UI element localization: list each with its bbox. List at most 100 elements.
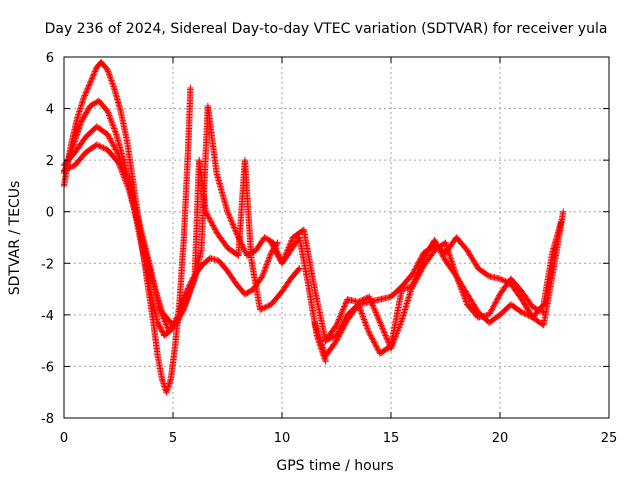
y-tick-label: -6 (41, 360, 54, 375)
data-point (329, 334, 336, 341)
data-point (334, 330, 341, 338)
data-point (117, 164, 124, 171)
data-point (270, 244, 278, 252)
chart-title: Day 236 of 2024, Sidereal Day-to-day VTE… (45, 21, 608, 37)
data-point (163, 322, 170, 330)
data-point (340, 318, 347, 325)
data-point (110, 83, 117, 90)
data-point (119, 171, 127, 178)
data-point (453, 272, 460, 280)
data-point (358, 310, 365, 317)
data-point (522, 311, 530, 318)
y-tick-label: -4 (41, 309, 54, 324)
data-point (229, 221, 237, 228)
data-point (64, 165, 72, 172)
data-point (162, 321, 170, 328)
data-point (374, 313, 381, 321)
data-point (261, 265, 269, 273)
data-point (203, 209, 210, 217)
data-point (259, 305, 267, 312)
data-point (258, 305, 265, 313)
data-point (82, 89, 90, 96)
data-point (287, 238, 295, 245)
data-point (372, 309, 380, 316)
x-tick-label: 15 (383, 431, 400, 446)
data-point (80, 95, 87, 102)
data-point (455, 278, 462, 286)
data-point (341, 317, 348, 324)
data-point (260, 270, 267, 277)
data-point (62, 166, 69, 174)
data-point (378, 322, 385, 329)
data-point (105, 69, 112, 77)
data-point (257, 306, 264, 313)
data-point (333, 320, 341, 327)
data-point (491, 300, 499, 308)
data-point (334, 319, 341, 326)
data-point (357, 307, 364, 314)
data-point (118, 168, 126, 175)
data-point (339, 319, 347, 327)
data-point (112, 129, 119, 137)
data-point (207, 218, 214, 225)
data-point (66, 164, 73, 172)
data-point (376, 319, 384, 326)
data-point (489, 304, 496, 312)
data-point (279, 258, 286, 266)
data-point (529, 303, 536, 311)
data-point (84, 85, 91, 92)
data-point (225, 211, 232, 218)
data-point (229, 219, 236, 227)
data-point (363, 323, 371, 331)
data-point (379, 325, 386, 332)
data-point (110, 143, 118, 150)
data-point (81, 93, 88, 101)
data-point (94, 142, 102, 149)
data-point (109, 122, 117, 129)
data-point (462, 298, 470, 305)
data-point (366, 329, 373, 337)
data-point (187, 84, 194, 92)
data-point (104, 109, 112, 116)
data-point (418, 266, 425, 274)
data-point (278, 260, 286, 267)
data-point (410, 269, 417, 276)
data-point (495, 293, 502, 301)
data-point (109, 81, 117, 89)
data-point (107, 115, 114, 122)
data-point (282, 251, 289, 258)
data-point (86, 80, 93, 88)
data-point (284, 247, 291, 254)
data-point (383, 335, 390, 342)
data-point (281, 254, 288, 261)
data-point (224, 208, 231, 215)
data-point (414, 273, 422, 281)
data-point (521, 310, 528, 317)
data-point (488, 306, 496, 313)
data-point (106, 113, 113, 121)
data-point (456, 280, 463, 287)
data-point (411, 279, 419, 286)
series-track-g (322, 239, 547, 357)
data-point (327, 334, 335, 342)
data-point (460, 290, 467, 298)
data-point (92, 66, 99, 74)
data-point (499, 276, 506, 284)
data-point (370, 337, 377, 345)
data-point (533, 305, 540, 313)
data-point (458, 286, 465, 293)
data-point (264, 259, 271, 267)
data-point (338, 310, 345, 317)
data-point (419, 265, 426, 272)
data-point (205, 214, 212, 221)
data-point (382, 333, 390, 341)
data-point (85, 83, 92, 91)
data-point (260, 268, 268, 276)
data-point (122, 178, 130, 186)
data-point (375, 315, 382, 322)
data-point (410, 281, 417, 289)
data-point (335, 317, 342, 325)
data-point (88, 76, 95, 84)
data-point (240, 245, 247, 252)
